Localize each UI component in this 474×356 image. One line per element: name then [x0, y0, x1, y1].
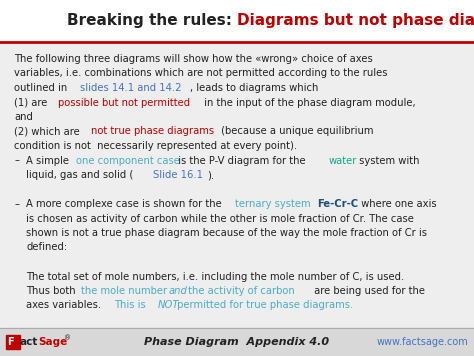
Text: The total set of mole numbers, i.e. including the mole number of C, is used.: The total set of mole numbers, i.e. incl…: [26, 272, 404, 282]
Text: condition is not  necessarily represented at every point).: condition is not necessarily represented…: [14, 141, 297, 151]
Text: is chosen as activity of carbon while the other is mole fraction of Cr. The case: is chosen as activity of carbon while th…: [26, 214, 414, 224]
Text: Diagrams but not phase diagrams: Diagrams but not phase diagrams: [237, 14, 474, 28]
Text: in the input of the phase diagram module,: in the input of the phase diagram module…: [201, 98, 416, 108]
Text: possible but not permitted: possible but not permitted: [58, 98, 191, 108]
Text: F: F: [7, 337, 14, 347]
Text: www.factsage.com: www.factsage.com: [376, 337, 468, 347]
Text: The following three diagrams will show how the «wrong» choice of axes: The following three diagrams will show h…: [14, 54, 373, 64]
Text: Fe-Cr-C: Fe-Cr-C: [318, 199, 359, 209]
Text: act: act: [20, 337, 38, 347]
Text: ®: ®: [64, 335, 71, 341]
Text: A more complexe case is shown for the: A more complexe case is shown for the: [26, 199, 225, 209]
Text: where one axis: where one axis: [358, 199, 437, 209]
Text: ).: ).: [208, 170, 215, 180]
Text: –: –: [14, 156, 19, 166]
Text: NOT: NOT: [158, 300, 180, 310]
Text: (1) are: (1) are: [14, 98, 51, 108]
Text: defined:: defined:: [26, 242, 67, 252]
Text: not true phase diagrams: not true phase diagrams: [91, 126, 214, 136]
Text: system with: system with: [356, 156, 419, 166]
Text: outlined in: outlined in: [14, 83, 71, 93]
Text: liquid, gas and solid (: liquid, gas and solid (: [26, 170, 133, 180]
Text: the mole number: the mole number: [81, 286, 170, 296]
Text: variables, i.e. combinations which are not permitted according to the rules: variables, i.e. combinations which are n…: [14, 68, 388, 79]
Text: the activity of carbon: the activity of carbon: [185, 286, 294, 296]
Text: are being used for the: are being used for the: [311, 286, 425, 296]
Text: Slide 16.1: Slide 16.1: [153, 170, 202, 180]
Text: A simple: A simple: [26, 156, 72, 166]
Text: , leads to diagrams which: , leads to diagrams which: [190, 83, 319, 93]
Text: Thus both: Thus both: [26, 286, 79, 296]
Text: (because a unique equilibrium: (because a unique equilibrium: [218, 126, 373, 136]
Bar: [0, 0, 474, 42]
Text: water: water: [328, 156, 357, 166]
Text: shown is not a true phase diagram because of the way the mole fraction of Cr is: shown is not a true phase diagram becaus…: [26, 228, 427, 238]
Text: Breaking the rules:: Breaking the rules:: [67, 14, 237, 28]
Text: ternary system: ternary system: [235, 199, 314, 209]
Text: Sage: Sage: [38, 337, 67, 347]
Text: Phase Diagram  Appendix 4.0: Phase Diagram Appendix 4.0: [145, 337, 329, 347]
Text: one component case: one component case: [75, 156, 180, 166]
Text: axes variables.: axes variables.: [26, 300, 104, 310]
Text: is the P-V diagram for the: is the P-V diagram for the: [174, 156, 308, 166]
Bar: [6, 335, 20, 349]
Text: and: and: [169, 286, 188, 296]
Text: –: –: [14, 199, 19, 209]
Text: slides 14.1 and 14.2: slides 14.1 and 14.2: [80, 83, 182, 93]
Bar: [0, 328, 474, 356]
Text: and: and: [14, 112, 33, 122]
Text: This is: This is: [114, 300, 149, 310]
Text: permitted for true phase diagrams.: permitted for true phase diagrams.: [174, 300, 353, 310]
Text: (2) which are: (2) which are: [14, 126, 83, 136]
